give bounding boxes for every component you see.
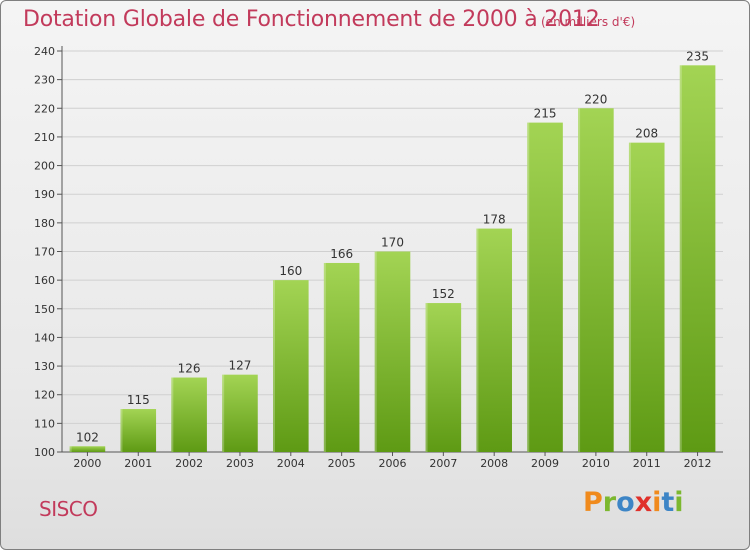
bars	[69, 65, 716, 453]
logo-letter: r	[602, 487, 617, 518]
x-tick-label: 2010	[582, 457, 610, 470]
bar-highlight	[679, 65, 682, 453]
data-label: 127	[229, 359, 252, 373]
x-tick-label: 2007	[429, 457, 457, 470]
logo-letter: t	[661, 487, 675, 518]
commune-name: SISCO	[39, 497, 98, 521]
x-tick-label: 2004	[277, 457, 305, 470]
bar	[323, 262, 360, 452]
y-tick-label: 180	[34, 217, 55, 230]
y-tick-label: 190	[34, 188, 55, 201]
data-label: 160	[279, 264, 302, 278]
proxiti-logo[interactable]: Proxiti	[583, 487, 684, 518]
bar-highlight	[476, 228, 479, 452]
y-tick-label: 100	[34, 446, 55, 459]
logo-letter: i	[674, 487, 684, 518]
bar	[628, 142, 665, 452]
bar-highlight	[222, 374, 225, 452]
x-tick-label: 2008	[480, 457, 508, 470]
data-label: 152	[432, 287, 455, 301]
y-tick-label: 150	[34, 303, 55, 316]
bar-highlight	[628, 142, 631, 452]
data-label: 115	[127, 393, 150, 407]
y-tick-label: 120	[34, 389, 55, 402]
bar-highlight	[69, 446, 72, 452]
logo-letter: o	[616, 487, 635, 518]
y-tick-label: 220	[34, 102, 55, 115]
bar	[425, 303, 462, 452]
bar	[476, 228, 512, 452]
logo-letter: P	[583, 487, 603, 518]
data-label: 208	[635, 127, 658, 141]
data-label: 166	[330, 247, 353, 261]
bar-highlight	[273, 280, 276, 452]
bar	[679, 65, 716, 453]
y-tick-label: 230	[34, 74, 55, 87]
data-label: 220	[584, 92, 607, 106]
y-tick-label: 240	[34, 45, 55, 58]
x-tick-label: 2000	[73, 457, 101, 470]
bar-highlight	[323, 262, 326, 452]
chart-title: Dotation Globale de Fonctionnement de 20…	[23, 7, 600, 32]
data-label: 178	[483, 213, 506, 227]
x-tick-label: 2002	[175, 457, 203, 470]
y-tick-label: 130	[34, 360, 55, 373]
y-tick-label: 210	[34, 131, 55, 144]
labels: 102 115 126 127 160 166 170 152 178 215 220 208 235	[76, 49, 709, 444]
bar	[69, 446, 106, 452]
data-label: 170	[381, 236, 404, 250]
x-tick-label: 2011	[633, 457, 661, 470]
bar	[527, 122, 563, 452]
bar-highlight	[527, 122, 530, 452]
bar	[222, 374, 258, 452]
bar-highlight	[425, 303, 428, 452]
chart-subtitle: (en milliers d'€)	[541, 15, 636, 29]
logo-letter: x	[634, 487, 653, 518]
data-label: 102	[76, 430, 99, 444]
data-label: 235	[686, 49, 709, 63]
bar-highlight	[120, 409, 123, 452]
bar	[374, 251, 411, 452]
bar-highlight	[171, 377, 174, 452]
bar	[578, 108, 614, 453]
x-tick-label: 2005	[328, 457, 356, 470]
x-tick-label: 2003	[226, 457, 254, 470]
y-tick-label: 140	[34, 331, 55, 344]
data-label: 215	[534, 107, 557, 121]
y-tick-label: 200	[34, 160, 55, 173]
bar-highlight	[578, 108, 581, 453]
x-tick-label: 2006	[379, 457, 407, 470]
y-tick-label: 160	[34, 274, 55, 287]
bar-highlight	[374, 251, 377, 452]
logo-letter: i	[652, 487, 662, 518]
x-tick-label: 2009	[531, 457, 559, 470]
bar	[273, 280, 309, 452]
bar	[171, 377, 207, 452]
x-tick-label: 2012	[684, 457, 712, 470]
x-tick-label: 2001	[124, 457, 152, 470]
data-label: 126	[178, 362, 201, 376]
y-tick-label: 170	[34, 246, 55, 259]
bar	[120, 409, 157, 452]
y-tick-label: 110	[34, 417, 55, 430]
